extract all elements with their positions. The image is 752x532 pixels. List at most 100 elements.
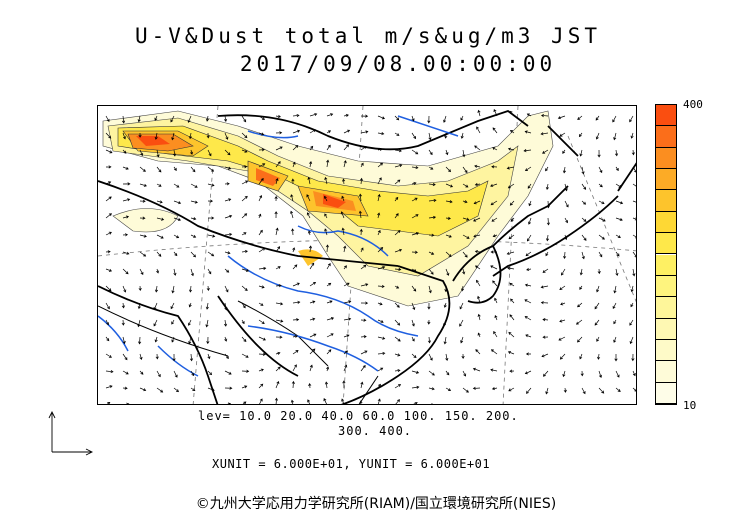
wind-arrow	[343, 144, 350, 151]
wind-arrow	[598, 370, 603, 378]
wind-arrow	[615, 217, 623, 221]
wind-arrow	[274, 397, 279, 404]
wind-arrow	[632, 268, 636, 277]
wind-arrow	[309, 281, 317, 287]
wind-arrow	[377, 162, 384, 168]
wind-arrow	[508, 387, 515, 392]
wind-arrow	[241, 165, 248, 169]
wind-arrow	[105, 132, 112, 139]
wind-arrow	[411, 370, 420, 374]
wind-arrow	[291, 380, 295, 389]
wind-arrow	[258, 368, 264, 372]
wind-arrow	[342, 178, 346, 185]
wind-arrow	[207, 268, 212, 275]
wind-arrow	[325, 244, 329, 253]
wind-arrow	[577, 336, 583, 343]
wind-arrow	[526, 387, 532, 394]
wind-arrow	[394, 267, 402, 271]
wind-arrow	[241, 132, 248, 139]
wind-arrow	[427, 319, 431, 325]
wind-arrow	[490, 265, 498, 270]
wind-arrow	[306, 194, 311, 202]
wind-arrow	[122, 268, 129, 275]
wind-arrow	[411, 132, 417, 140]
wind-arrow	[241, 195, 248, 202]
wind-arrow	[259, 398, 263, 404]
colorbar-swatch	[656, 190, 676, 212]
wind-arrow	[258, 148, 265, 152]
wind-arrow	[377, 177, 382, 185]
wind-arrow	[630, 285, 634, 293]
wind-arrow	[462, 149, 466, 158]
wind-arrow	[241, 369, 250, 373]
wind-arrow	[542, 318, 549, 322]
wind-arrow	[105, 268, 113, 272]
wind-arrow	[139, 183, 147, 187]
wind-arrow	[121, 302, 125, 309]
wind-arrow	[156, 268, 160, 274]
wind-arrow	[545, 183, 549, 190]
colorbar-swatch	[656, 361, 676, 383]
wind-arrow	[359, 177, 364, 185]
wind-arrow	[527, 234, 532, 242]
wind-arrow	[428, 198, 437, 202]
wind-arrow	[275, 366, 281, 372]
wind-arrow	[444, 132, 448, 139]
wind-arrow	[546, 200, 550, 209]
wind-arrow	[540, 114, 549, 118]
wind-arrow	[581, 387, 586, 395]
wind-arrow	[207, 166, 215, 172]
wind-arrow	[187, 319, 192, 326]
coastlines	[98, 109, 636, 404]
wind-arrow	[563, 251, 567, 260]
wind-arrow	[558, 336, 566, 341]
wind-arrow	[564, 200, 569, 208]
wind-arrow	[172, 353, 176, 362]
wind-arrow	[542, 370, 549, 377]
wind-arrow	[309, 364, 313, 372]
wind-arrow	[188, 132, 192, 140]
wind-arrow	[615, 268, 619, 277]
wind-arrow	[173, 370, 178, 378]
wind-arrow	[275, 284, 282, 288]
wind-arrow	[598, 251, 603, 258]
wind-arrow	[411, 353, 417, 359]
wind-arrow	[156, 370, 161, 378]
wind-arrow	[308, 383, 312, 389]
wind-arrow	[105, 302, 110, 310]
wind-arrow	[326, 333, 334, 338]
wind-arrow	[258, 352, 266, 356]
wind-arrow	[377, 383, 381, 389]
reference-vector	[48, 410, 94, 456]
wind-arrow	[309, 112, 318, 117]
wind-arrow	[394, 302, 400, 308]
wind-arrow	[105, 369, 114, 374]
wind-arrow	[122, 251, 130, 255]
wind-arrow	[612, 115, 617, 123]
wind-arrow	[377, 212, 381, 219]
wind-arrow	[126, 402, 130, 404]
wind-arrow	[473, 217, 481, 222]
map-title: U-V&Dust total m/s&ug/m3 JST	[134, 24, 601, 48]
wind-arrow	[411, 165, 419, 170]
wind-arrow	[206, 336, 210, 345]
wind-arrow	[377, 336, 386, 340]
wind-arrow	[171, 319, 175, 325]
wind-arrow	[190, 234, 197, 238]
wind-arrow	[461, 353, 465, 359]
wind-arrow	[545, 166, 549, 172]
wind-arrow	[631, 149, 635, 156]
wind-arrow	[154, 285, 159, 293]
wind-arrow	[428, 268, 434, 275]
wind-arrow	[105, 285, 112, 292]
wind-arrow	[155, 353, 159, 360]
wind-arrow	[563, 387, 567, 393]
wind-arrow	[324, 381, 329, 389]
wind-arrow	[258, 336, 266, 341]
wind-arrow	[598, 387, 605, 394]
wind-arrow	[459, 302, 464, 310]
wind-arrow	[122, 336, 126, 345]
wind-arrow	[190, 251, 196, 258]
wind-arrow	[224, 302, 228, 311]
wind-arrow	[292, 300, 301, 304]
